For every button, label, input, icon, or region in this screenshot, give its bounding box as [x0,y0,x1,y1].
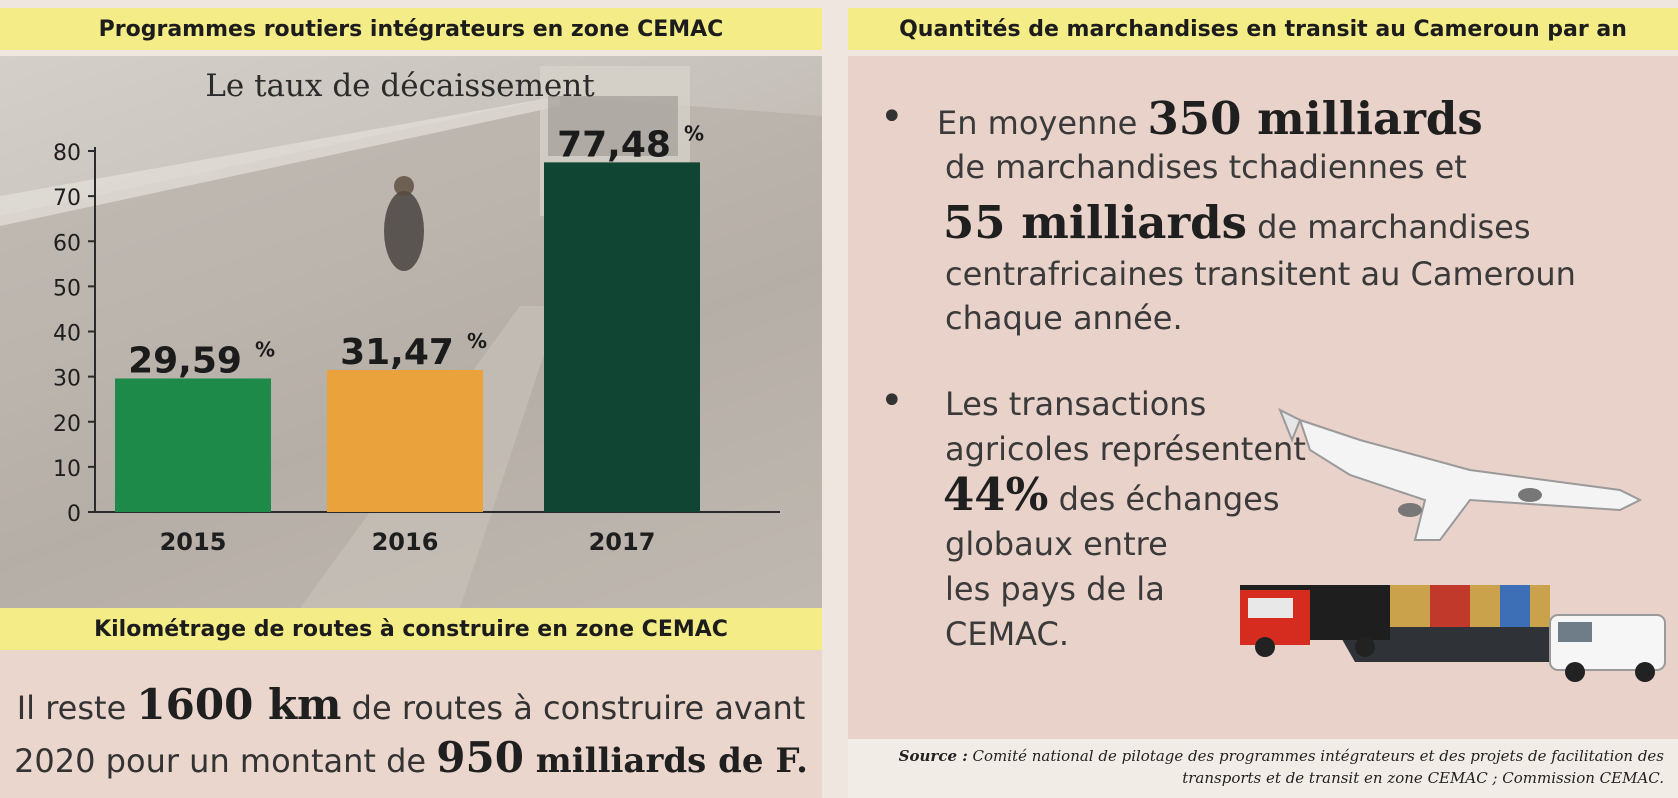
source-line-1-text: Comité national de pilotage des programm… [967,747,1664,765]
y-tick-label: 20 [53,412,81,437]
header-goods-transit: Quantités de marchandises en transit au … [848,8,1678,50]
figure-350-milliards: 350 milliards [1147,92,1483,145]
y-tick-label: 0 [67,502,81,527]
header-km-roads: Kilométrage de routes à construire en zo… [0,608,822,650]
goods-line-1: En moyenne 350 milliards [937,96,1483,146]
data-label-unit: % [684,121,704,145]
y-tick-label: 70 [53,186,81,211]
figure-55-milliards: 55 milliards [943,196,1247,249]
source-line-2: transports et de transit en zone CEMAC ;… [1182,769,1664,787]
goods-line-2: de marchandises tchadiennes et [945,148,1467,186]
goods-line-4: centrafricaines transitent au Cameroun [945,255,1576,293]
text-de-routes: de routes à construire avant [341,689,806,727]
data-label-2016: 31,47 [340,332,454,373]
source-line-1: Source : Comité national de pilotage des… [899,747,1664,765]
data-label-unit: % [467,329,487,353]
agri-line-5: les pays de la [945,570,1165,608]
text-2020-montant: 2020 pour un montant de [14,742,437,780]
km-line-2: 2020 pour un montant de 950 milliards de… [0,733,822,782]
transport-illustration [1240,407,1666,682]
figure-950: 950 [436,733,524,782]
chart-title: Le taux de décaissement [205,68,595,104]
text-de-marchandises: de marchandises [1246,208,1531,246]
km-panel [0,650,822,798]
source-note: Source : Comité national de pilotage des… [899,745,1664,789]
y-tick-label: 60 [53,231,81,256]
y-tick-label: 40 [53,322,81,347]
agri-line-6: CEMAC. [945,615,1070,653]
y-tick-label: 30 [53,367,81,392]
figure-1600-km: 1600 km [136,680,342,729]
van-icon [1549,614,1666,682]
bar-2016 [327,369,483,512]
disbursement-bar-chart: 0 10 20 30 40 50 60 70 80 29,59 % 2015 31,47 % 2016 77,… [53,121,780,556]
text-en-moyenne: En moyenne [937,104,1148,142]
km-line-1: Il reste 1600 km de routes à construire … [0,680,822,729]
agri-line-1: Les transactions [945,385,1207,423]
header-road-programmes: Programmes routiers intégrateurs en zone… [0,8,822,50]
bullet-icon: • [880,94,904,140]
x-tick-label-2015: 2015 [160,528,227,556]
goods-line-3: 55 milliards de marchandises [943,200,1531,250]
agri-line-2: agricoles représentent [945,430,1306,468]
figure-44-percent: 44% [943,468,1049,521]
agri-line-4: globaux entre [945,525,1168,563]
text-des-echanges: des échanges [1048,480,1280,518]
agri-line-3: 44% des échanges [943,472,1280,522]
y-tick-label: 50 [53,276,81,301]
source-panel: Source : Comité national de pilotage des… [848,739,1678,798]
source-label: Source : [898,747,968,765]
truck-icon [1240,585,1390,657]
motorcycle-icon [384,176,424,271]
goods-line-5: chaque année. [945,299,1183,337]
bullet-icon: • [880,378,904,424]
bar-2015 [115,378,271,512]
bar-2017 [544,162,700,512]
data-label-2015: 29,59 [128,340,242,381]
text-il-reste: Il reste [16,689,137,727]
y-tick-label: 80 [53,141,81,166]
airplane-icon [1278,407,1643,541]
x-tick-label-2017: 2017 [589,528,656,556]
data-label-unit: % [255,337,275,361]
x-tick-label-2016: 2016 [372,528,439,556]
data-label-2017: 77,48 [557,124,671,165]
y-tick-label: 10 [53,457,81,482]
text-milliards-de-f: milliards de F. [523,741,808,781]
